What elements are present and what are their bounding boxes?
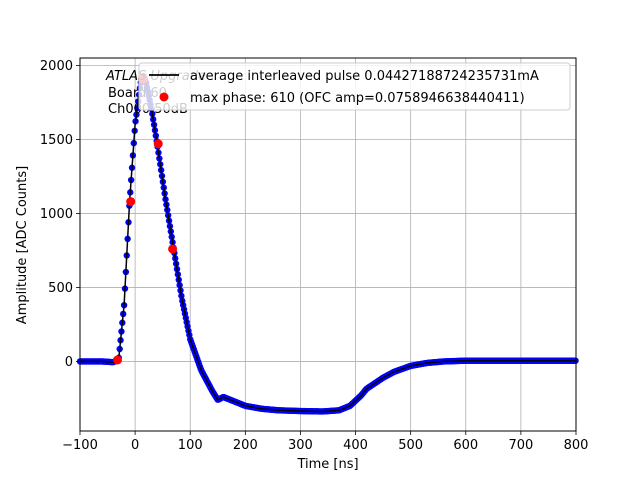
y-tick-label: 1500 bbox=[40, 133, 73, 148]
max-phase-point bbox=[112, 355, 122, 365]
x-tick-label: −100 bbox=[62, 438, 98, 453]
axes-frame bbox=[79, 57, 577, 432]
y-tick-label: 500 bbox=[48, 281, 73, 296]
legend: average interleaved pulse 0.044271887242… bbox=[138, 62, 571, 111]
x-tick-label: 700 bbox=[508, 438, 533, 453]
legend-label-pulse: average interleaved pulse 0.044271887242… bbox=[190, 69, 539, 84]
max-phase-point bbox=[153, 139, 163, 149]
y-axis-ticks: 0 500 1000 1500 2000 bbox=[40, 59, 80, 370]
max-phase-point bbox=[168, 244, 178, 254]
x-tick-label: 100 bbox=[178, 438, 203, 453]
y-tick-label: 2000 bbox=[40, 59, 73, 74]
x-axis-ticks: −100 0 100 200 300 400 500 600 700 800 bbox=[62, 431, 588, 453]
x-tick-label: 800 bbox=[564, 438, 589, 453]
legend-dot-swatch bbox=[159, 92, 169, 102]
x-tick-label: 300 bbox=[288, 438, 313, 453]
y-tick-label: 0 bbox=[65, 355, 73, 370]
legend-box bbox=[138, 62, 571, 111]
x-tick-label: 600 bbox=[453, 438, 478, 453]
y-axis-label: Amplitude [ADC Counts] bbox=[15, 166, 30, 324]
x-tick-label: 500 bbox=[398, 438, 423, 453]
max-phase-point bbox=[126, 197, 136, 207]
x-tick-label: 0 bbox=[131, 438, 139, 453]
x-tick-label: 400 bbox=[343, 438, 368, 453]
legend-label-maxphase: max phase: 610 (OFC amp=0.07589466384404… bbox=[190, 91, 525, 106]
y-tick-label: 1000 bbox=[40, 207, 73, 222]
x-tick-label: 200 bbox=[233, 438, 258, 453]
x-axis-label: Time [ns] bbox=[296, 457, 358, 472]
